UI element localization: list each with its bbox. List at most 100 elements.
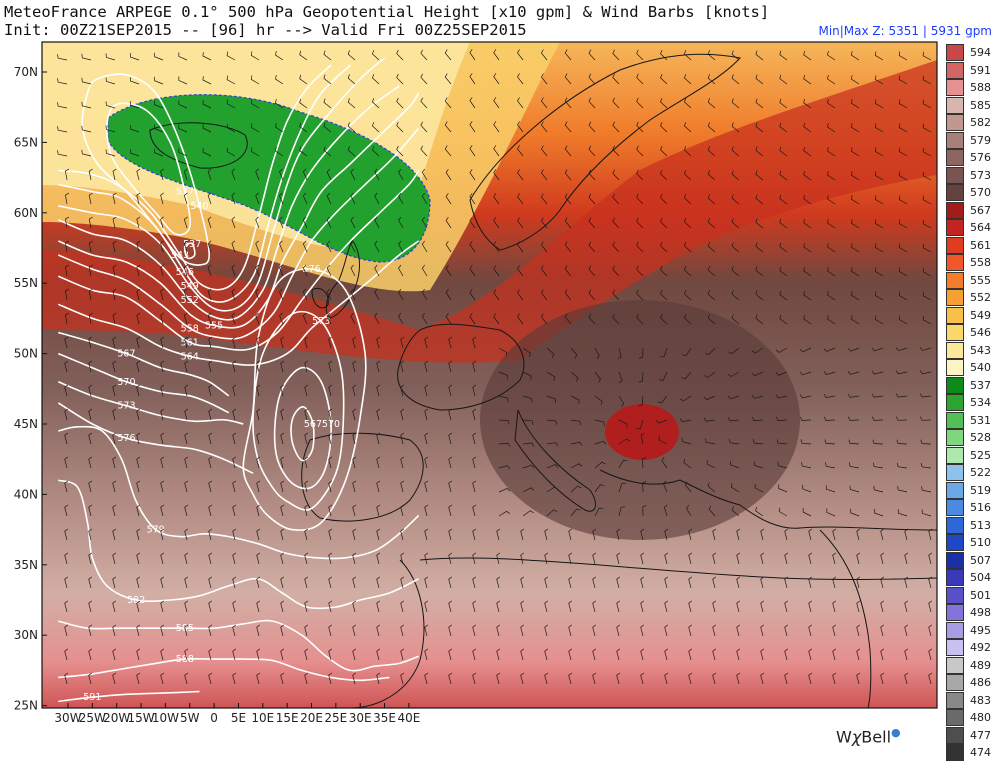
wind-barb [664,528,669,541]
wind-barb [448,360,453,373]
wind-barb [751,347,764,354]
wind-barb [760,576,765,589]
wind-barb [376,552,381,565]
wind-barb [371,50,380,61]
wind-barb [592,552,597,565]
wind-barb [160,336,165,349]
wind-barb [568,672,573,685]
wind-barb [880,600,885,613]
wind-barb [472,576,477,589]
wind-barb [731,242,740,253]
wind-barb [400,648,405,661]
wind-barb [848,439,860,445]
wind-barb [564,289,572,301]
contour-label: 576 [302,264,320,275]
wind-barb [371,74,380,85]
colorbar-swatch [946,341,964,359]
wind-barb [803,266,812,277]
wind-barb [498,395,509,403]
wind-barb [800,439,812,445]
wind-barb [777,461,788,469]
colorbar-level: 486 [946,674,996,692]
wind-barb [350,240,356,253]
wind-barb [683,50,692,61]
colorbar-level: 534 [946,394,996,412]
wind-barb [824,416,836,421]
wind-barb [371,146,380,157]
wind-barb [874,75,884,85]
wind-barb [178,148,188,157]
wind-barb [374,168,380,181]
colorbar-swatch [946,516,964,534]
contour-line [183,242,196,260]
wind-barb [256,576,261,589]
wind-barb [304,408,309,421]
wind-barb [659,371,668,381]
wind-barb [874,99,884,109]
map-plot-area: 5405375375435465495525555585615645675705… [42,42,937,708]
colorbar-level: 579 [946,131,996,150]
wind-barb [808,576,813,589]
lon-label: 5W [180,711,200,725]
wind-barb [703,395,716,401]
wind-barb [775,347,788,353]
wind-barb [136,384,141,397]
wind-barb [280,504,285,517]
wind-barb [469,193,476,205]
contour-label: 564 [181,351,199,362]
wind-barb [376,432,381,445]
wind-barb [594,371,601,383]
wind-barb [160,528,165,541]
wind-barb [65,288,70,301]
wind-barb [256,480,261,493]
wind-barb [136,480,141,493]
lon-label: 25W [79,711,106,725]
wind-barb [612,73,620,85]
wind-barb [400,600,405,613]
wind-barb [897,485,908,493]
wind-barb [588,217,596,229]
wind-barb [280,600,285,613]
wind-barb [396,145,404,157]
wind-barb [755,146,764,157]
wind-barb [445,288,452,301]
wind-barb [88,528,93,541]
lon-label: 25E [324,711,347,725]
wind-barb [712,600,717,613]
wind-barb [588,169,596,181]
wind-barb [546,419,558,425]
wind-barb [803,98,812,109]
height-contours: 5405375375435465495525555585615645675705… [57,57,420,703]
colorbar-level: 522 [946,464,996,482]
wind-barb [588,193,596,205]
wind-barb [778,484,788,493]
wind-barb [208,480,213,493]
wind-barb [420,49,428,61]
wind-barb [922,243,932,253]
wind-barb [808,648,813,661]
wind-barb [183,168,188,181]
wind-barb [727,417,740,422]
colorbar-label: 543 [970,343,991,357]
wind-barb [493,121,500,133]
wind-barb [398,312,404,325]
wind-barb [546,509,558,517]
wind-barb [160,552,165,565]
wind-barb [350,264,356,277]
colorbar-level: 573 [946,166,996,185]
wind-barb [256,648,261,661]
wind-barb [472,336,477,349]
wind-barb [232,360,237,373]
wind-barb [663,504,668,517]
wind-barb [400,432,405,445]
wind-barb [328,624,333,637]
wind-barb [880,528,885,541]
wind-barb [328,480,333,493]
wind-barb [540,121,548,133]
lat-label: 35N [14,558,38,572]
wind-barb [594,395,603,406]
lon-label: 10E [251,711,274,725]
wind-barb [280,480,285,493]
wind-barb [302,264,308,277]
wind-barb [564,97,572,109]
